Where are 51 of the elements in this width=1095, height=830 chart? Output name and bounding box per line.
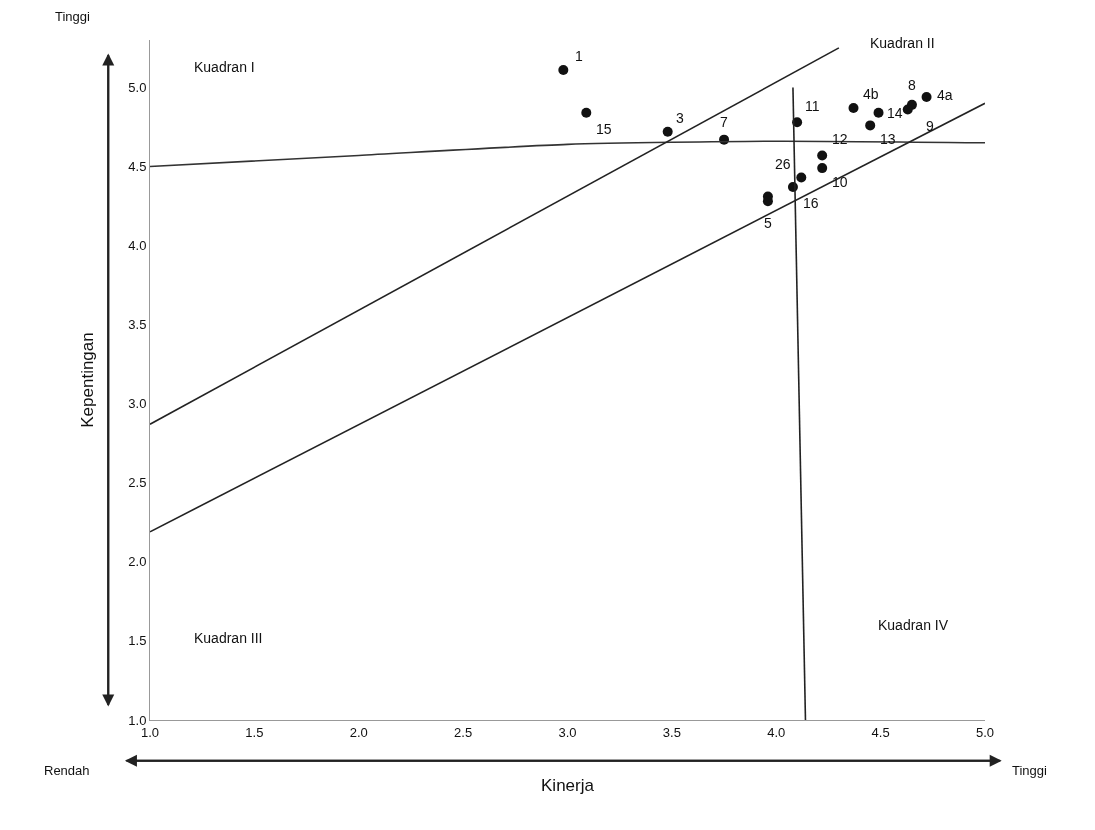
annotation: 7 xyxy=(720,114,728,130)
y-tick-label: 2.0 xyxy=(128,554,147,570)
annotation: Kuadran IV xyxy=(878,617,949,633)
x-axis-title: Kinerja xyxy=(541,776,595,795)
annotation: 15 xyxy=(596,121,612,137)
x-tick-label: 4.5 xyxy=(871,724,890,740)
annotation: 4a xyxy=(937,87,953,103)
annotation: 1 xyxy=(575,48,583,64)
point xyxy=(581,107,592,118)
y-tick-label: 3.5 xyxy=(128,317,147,333)
point xyxy=(921,91,932,102)
text: Rendah xyxy=(44,763,90,778)
x-tick-label: 3.0 xyxy=(558,724,577,740)
y-tick-label: 1.5 xyxy=(128,633,147,649)
y-tick-label: 3.0 xyxy=(128,396,147,412)
annotation: 4b xyxy=(863,86,879,102)
x-tick-label: 5.0 xyxy=(975,724,995,740)
point xyxy=(558,65,569,76)
annotation: 10 xyxy=(832,174,848,190)
x-tick-label: 1.5 xyxy=(245,724,264,740)
x-tick-label: 3.5 xyxy=(662,724,681,740)
annotation: 3 xyxy=(676,110,684,126)
text: Tinggi xyxy=(1012,763,1048,778)
annotation: Kuadran II xyxy=(870,35,935,51)
point xyxy=(902,104,913,115)
point xyxy=(865,120,876,131)
point xyxy=(817,150,828,161)
annotation: Kuadran I xyxy=(194,59,255,75)
point xyxy=(817,163,828,174)
annotation: Kuadran III xyxy=(194,630,263,646)
point xyxy=(873,107,884,118)
y-tick-label: 5.0 xyxy=(128,79,147,95)
annotation: 11 xyxy=(805,98,820,114)
point xyxy=(662,126,673,137)
x-tick-label: 2.0 xyxy=(349,724,368,740)
text: Tinggi xyxy=(55,9,91,24)
y-tick-label: 4.0 xyxy=(128,238,147,254)
point xyxy=(796,172,807,183)
annotation: 5 xyxy=(764,215,772,231)
annotation: 9 xyxy=(926,118,934,134)
annotation: 26 xyxy=(775,156,791,172)
point xyxy=(792,117,803,128)
annotation: 14 xyxy=(887,105,903,121)
x-tick-label: 4.0 xyxy=(767,724,786,740)
annotation: 8 xyxy=(908,77,916,93)
annotation: 16 xyxy=(803,195,819,211)
point xyxy=(848,103,859,113)
y-tick-label: 4.5 xyxy=(128,159,147,175)
y-axis-title: Kepentingan xyxy=(77,332,97,428)
x-tick-label: 2.5 xyxy=(454,724,473,740)
y-tick-label: 2.5 xyxy=(128,475,147,491)
